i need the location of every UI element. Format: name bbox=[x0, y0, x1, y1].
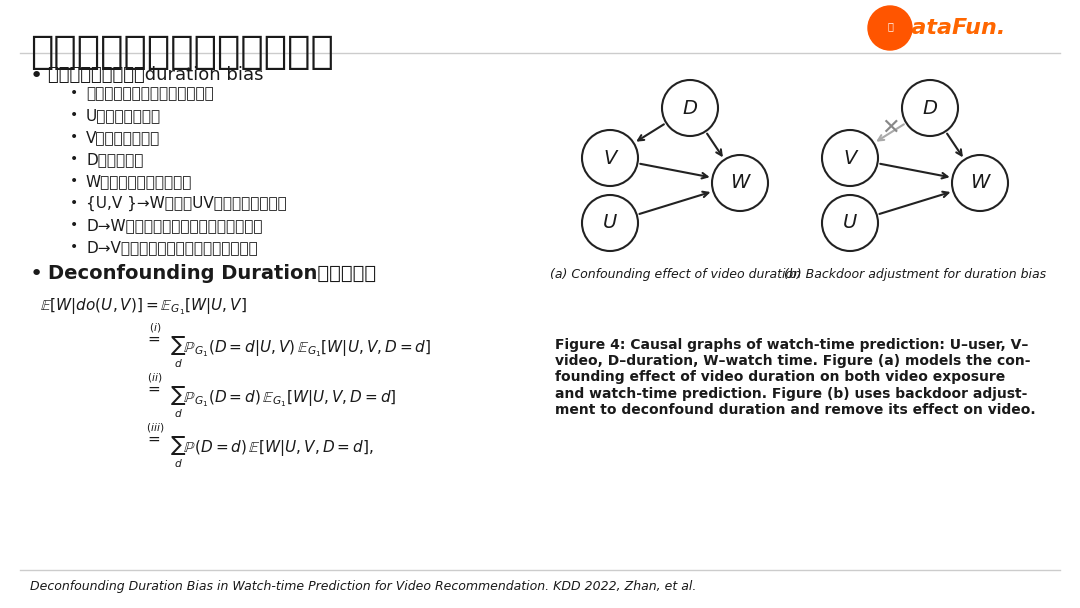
Circle shape bbox=[582, 130, 638, 186]
Text: W: W bbox=[970, 173, 989, 193]
Text: U：用户特征表示: U：用户特征表示 bbox=[86, 108, 161, 123]
Text: 因果角度分析时长与duration bias: 因果角度分析时长与duration bias bbox=[48, 66, 264, 84]
Text: $\sum_d \mathbb{P}_{G_1}(D=d|U,V)\,\mathbb{E}_{G_1}[W|U,V,D=d]$: $\sum_d \mathbb{P}_{G_1}(D=d|U,V)\,\math… bbox=[170, 336, 431, 370]
Text: •: • bbox=[70, 152, 78, 166]
Text: D: D bbox=[683, 98, 698, 117]
Text: {U,V }→W：表示UV对观看时长的影响: {U,V }→W：表示UV对观看时长的影响 bbox=[86, 196, 287, 211]
Text: $\sum_d \mathbb{P}(D=d)\,\mathbb{E}[W|U,V,D=d],$: $\sum_d \mathbb{P}(D=d)\,\mathbb{E}[W|U,… bbox=[170, 436, 374, 470]
Text: 观看时长由若干个因素同时影响: 观看时长由若干个因素同时影响 bbox=[86, 86, 214, 101]
Text: D→V：表示视频长度对视频特征的影响: D→V：表示视频长度对视频特征的影响 bbox=[86, 240, 258, 255]
Text: U: U bbox=[842, 213, 858, 232]
Text: D: D bbox=[922, 98, 937, 117]
Text: $\sum_d \mathbb{P}_{G_1}(D=d)\,\mathbb{E}_{G_1}[W|U,V,D=d]$: $\sum_d \mathbb{P}_{G_1}(D=d)\,\mathbb{E… bbox=[170, 386, 396, 420]
Text: V: V bbox=[843, 148, 856, 167]
Text: 观看时长预估与因果推断技术: 观看时长预估与因果推断技术 bbox=[30, 33, 334, 71]
Text: $\overset{(i)}{=}$: $\overset{(i)}{=}$ bbox=[145, 326, 161, 346]
Text: W：用户观看视频的时长: W：用户观看视频的时长 bbox=[86, 174, 192, 189]
Circle shape bbox=[951, 155, 1008, 211]
Text: ✕: ✕ bbox=[880, 118, 900, 138]
Circle shape bbox=[868, 6, 912, 50]
Text: •: • bbox=[70, 196, 78, 210]
Text: (b) Backdoor adjustment for duration bias: (b) Backdoor adjustment for duration bia… bbox=[784, 268, 1047, 281]
Text: •: • bbox=[30, 66, 43, 86]
Text: U: U bbox=[603, 213, 617, 232]
Text: Deconfounding Duration：后门调整: Deconfounding Duration：后门调整 bbox=[48, 264, 376, 283]
Text: Deconfounding Duration Bias in Watch-time Prediction for Video Recommendation. K: Deconfounding Duration Bias in Watch-tim… bbox=[30, 580, 697, 593]
Circle shape bbox=[822, 195, 878, 251]
Text: •: • bbox=[70, 174, 78, 188]
Text: •: • bbox=[70, 240, 78, 254]
Text: V: V bbox=[604, 148, 617, 167]
Circle shape bbox=[582, 195, 638, 251]
Text: (a) Confounding effect of video duration: (a) Confounding effect of video duration bbox=[550, 268, 800, 281]
Circle shape bbox=[822, 130, 878, 186]
Text: ⬛: ⬛ bbox=[887, 21, 893, 31]
Text: V：视频特征表示: V：视频特征表示 bbox=[86, 130, 160, 145]
Text: W: W bbox=[730, 173, 750, 193]
Text: :DataFun.: :DataFun. bbox=[885, 18, 1005, 38]
Text: •: • bbox=[70, 108, 78, 122]
Text: D：视频长度: D：视频长度 bbox=[86, 152, 144, 167]
Text: $\overset{(iii)}{=}$: $\overset{(iii)}{=}$ bbox=[145, 426, 164, 446]
Text: •: • bbox=[30, 264, 43, 284]
Text: Figure 4: Causal graphs of watch-time prediction: U–user, V–
video, D–duration, : Figure 4: Causal graphs of watch-time pr… bbox=[555, 338, 1036, 417]
Circle shape bbox=[902, 80, 958, 136]
Text: •: • bbox=[70, 218, 78, 232]
Circle shape bbox=[662, 80, 718, 136]
Circle shape bbox=[712, 155, 768, 211]
Text: $\mathbb{E}[W|do(U,V)] = \mathbb{E}_{G_1}[W|U,V]$: $\mathbb{E}[W|do(U,V)] = \mathbb{E}_{G_1… bbox=[40, 296, 247, 317]
Text: $\overset{(ii)}{=}$: $\overset{(ii)}{=}$ bbox=[145, 376, 162, 396]
Text: •: • bbox=[70, 86, 78, 100]
Text: •: • bbox=[70, 130, 78, 144]
Text: D→W：表示视频长度对观看时长的影响: D→W：表示视频长度对观看时长的影响 bbox=[86, 218, 262, 233]
